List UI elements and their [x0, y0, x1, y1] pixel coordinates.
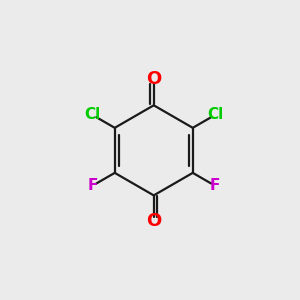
- Text: F: F: [210, 178, 220, 193]
- Text: Cl: Cl: [207, 107, 223, 122]
- Text: Cl: Cl: [84, 107, 101, 122]
- Text: F: F: [87, 178, 98, 193]
- Text: O: O: [146, 212, 161, 230]
- Text: O: O: [146, 70, 161, 88]
